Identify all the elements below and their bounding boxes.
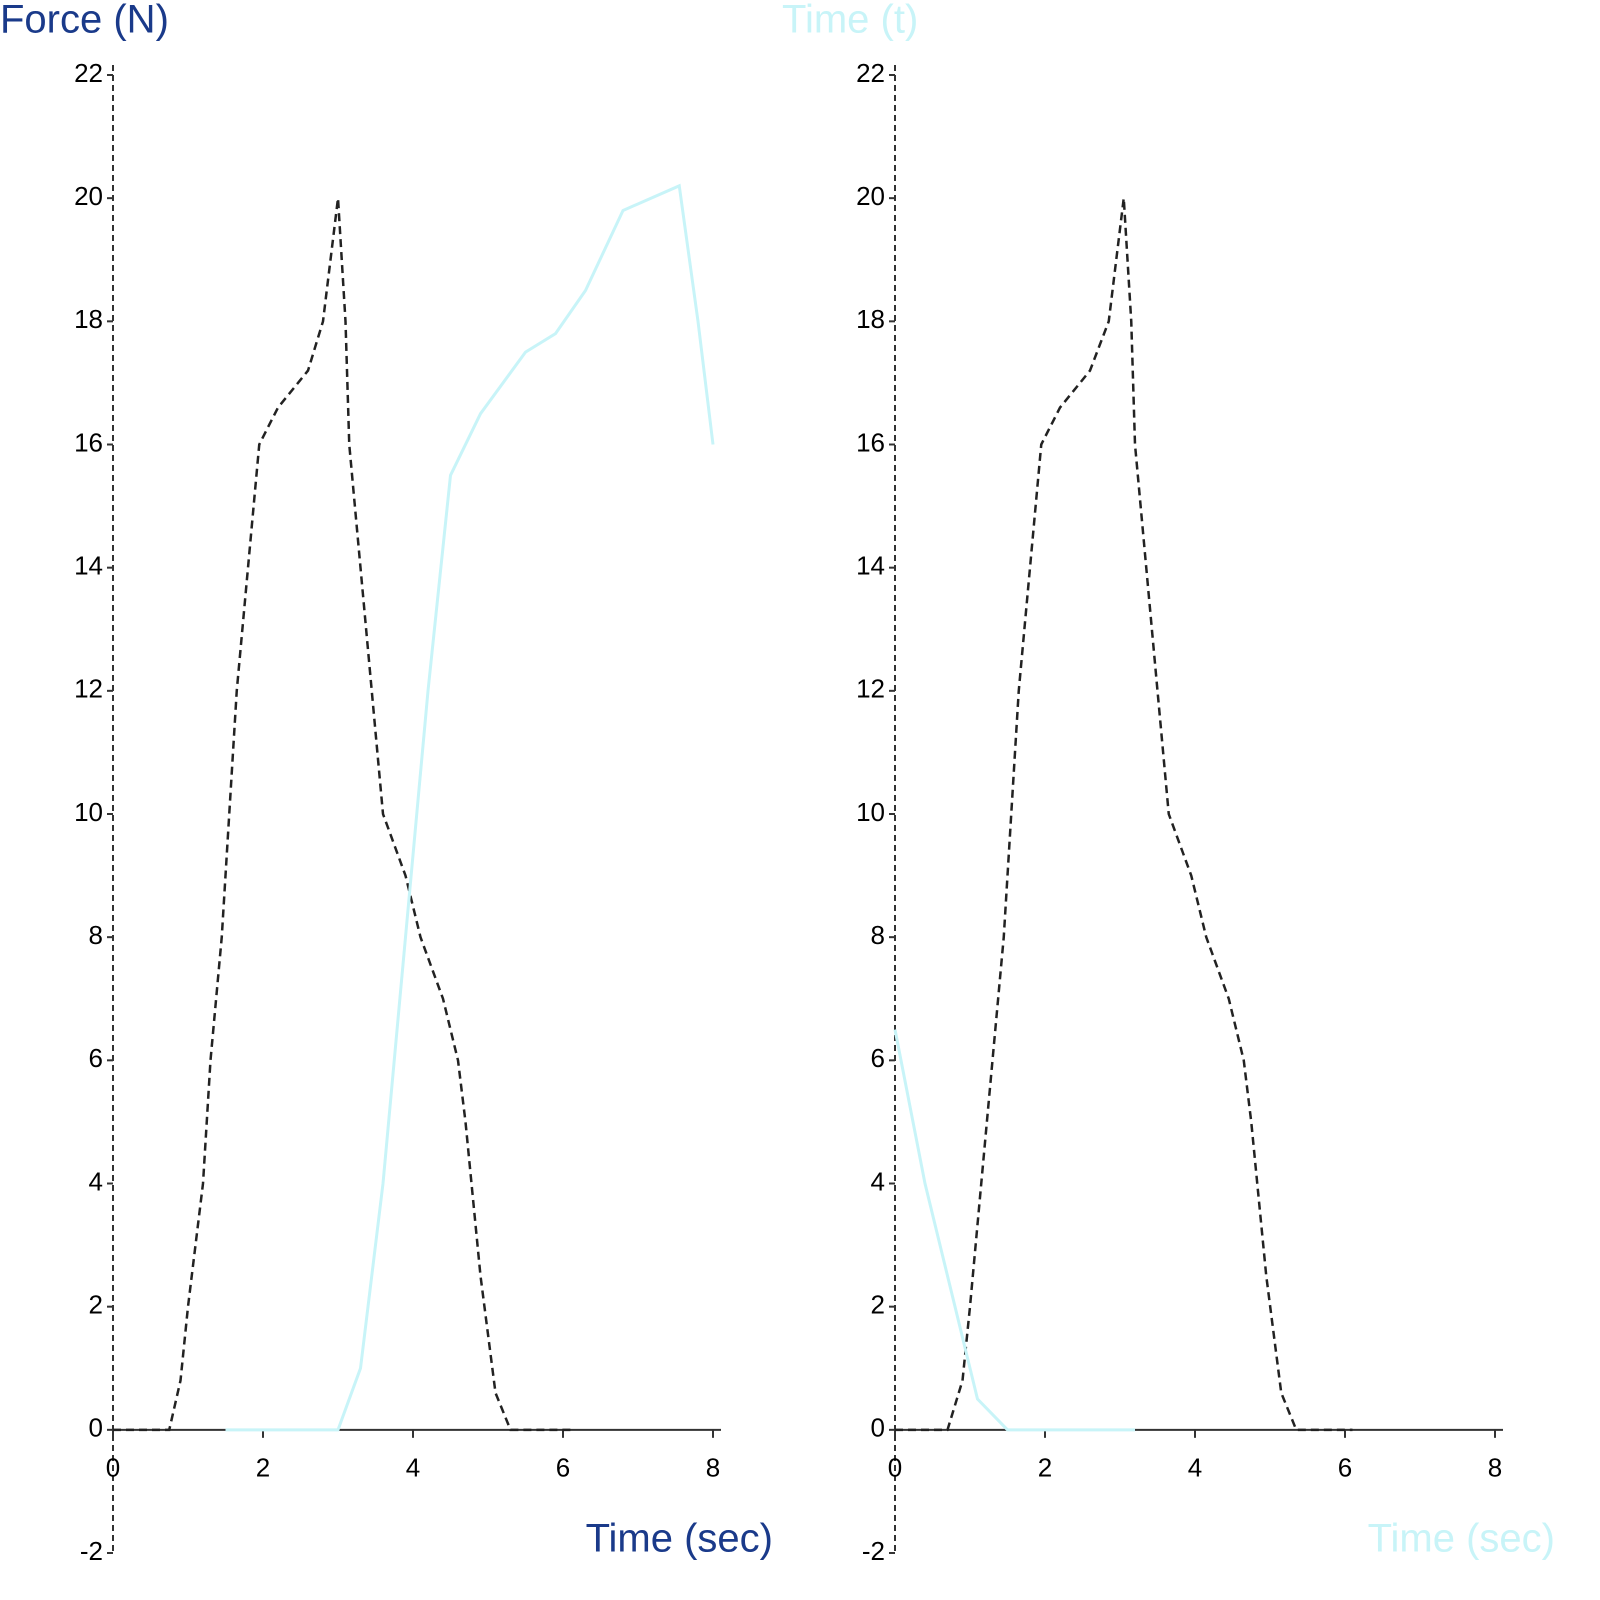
y-tick-label: 18 — [74, 304, 103, 334]
y-tick-label: 18 — [856, 304, 885, 334]
x-tick-label: 0 — [106, 1453, 120, 1483]
y-axis-label: Time (t) — [782, 0, 918, 42]
x-tick-label: 0 — [888, 1453, 902, 1483]
y-tick-label: 6 — [89, 1043, 103, 1073]
y-tick-label: 4 — [871, 1166, 885, 1196]
x-tick-label: 8 — [1488, 1453, 1502, 1483]
y-tick-label: 22 — [74, 58, 103, 88]
y-tick-label: 2 — [871, 1290, 885, 1320]
x-axis-label: Time (sec) — [1368, 1517, 1555, 1561]
y-tick-label: 10 — [74, 797, 103, 827]
y-tick-label: -2 — [862, 1536, 885, 1566]
x-tick-label: 2 — [256, 1453, 270, 1483]
x-tick-label: 6 — [556, 1453, 570, 1483]
x-tick-label: 6 — [1338, 1453, 1352, 1483]
y-tick-label: 10 — [856, 797, 885, 827]
x-axis-label: Time (sec) — [586, 1517, 773, 1561]
y-tick-label: 22 — [856, 58, 885, 88]
x-tick-label: 2 — [1038, 1453, 1052, 1483]
y-tick-label: 4 — [89, 1166, 103, 1196]
y-tick-label: 6 — [871, 1043, 885, 1073]
y-tick-label: -2 — [80, 1536, 103, 1566]
y-tick-label: 8 — [89, 920, 103, 950]
series-line — [895, 198, 1353, 1432]
x-tick-label: 8 — [706, 1453, 720, 1483]
x-tick-label: 4 — [406, 1453, 420, 1483]
y-tick-label: 14 — [74, 551, 103, 581]
series-line — [225, 183, 715, 1432]
y-tick-label: 0 — [871, 1413, 885, 1443]
y-axis-label: Force (N) — [0, 0, 169, 42]
y-tick-label: 12 — [856, 674, 885, 704]
series-line — [893, 1029, 1135, 1432]
y-tick-label: 0 — [89, 1413, 103, 1443]
y-tick-label: 14 — [856, 551, 885, 581]
y-tick-label: 12 — [74, 674, 103, 704]
y-tick-label: 16 — [856, 427, 885, 457]
y-tick-label: 20 — [74, 181, 103, 211]
y-tick-label: 2 — [89, 1290, 103, 1320]
y-tick-label: 8 — [871, 920, 885, 950]
x-tick-label: 4 — [1188, 1453, 1202, 1483]
y-tick-label: 16 — [74, 427, 103, 457]
y-tick-label: 20 — [856, 181, 885, 211]
